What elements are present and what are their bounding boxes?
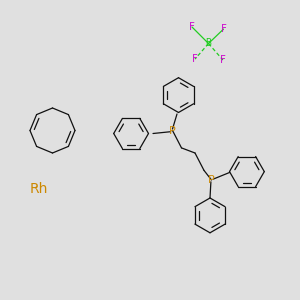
Text: F: F xyxy=(192,54,198,64)
Text: F: F xyxy=(220,55,226,65)
Text: F: F xyxy=(220,24,226,34)
Text: Rh: Rh xyxy=(30,182,48,196)
Text: B: B xyxy=(206,38,212,49)
Text: P: P xyxy=(169,125,176,136)
Text: P: P xyxy=(208,175,215,185)
Text: F: F xyxy=(189,22,195,32)
